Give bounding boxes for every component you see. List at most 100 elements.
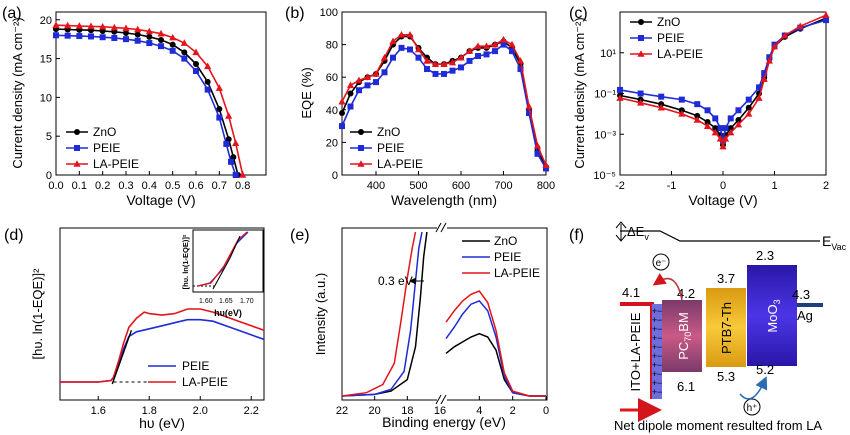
data-point-ZnO bbox=[694, 112, 701, 119]
legend-label-ZnO: ZnO bbox=[377, 125, 400, 139]
panel-c-legend: ZnO PEIE LA-PEIE bbox=[630, 15, 703, 61]
data-point-PEIE bbox=[500, 41, 507, 48]
data-point-PEIE bbox=[76, 33, 83, 40]
panel-f-caption: Net dipole moment resulted from LA bbox=[614, 418, 822, 433]
data-point-LA-PEIE bbox=[616, 94, 624, 101]
xtick-label: 400 bbox=[367, 180, 385, 192]
xtick-label: 0.0 bbox=[48, 180, 63, 192]
data-point-PEIE bbox=[373, 79, 379, 86]
panel-b-frame bbox=[341, 11, 547, 176]
data-point-LA-PEIE bbox=[727, 128, 735, 136]
data-point-LA-PEIE bbox=[215, 84, 223, 91]
xtick-label: 22 bbox=[336, 405, 348, 417]
data-point-LA-PEIE bbox=[721, 134, 730, 142]
data-point-PEIE bbox=[216, 114, 223, 121]
data-point-PEIE bbox=[745, 96, 752, 103]
data-point-ZnO bbox=[727, 125, 734, 132]
data-point-LA-PEIE bbox=[525, 102, 533, 110]
panel-d-series bbox=[60, 308, 265, 385]
data-point-PEIE bbox=[134, 37, 141, 44]
panel-d-xlabel: hυ (eV) bbox=[139, 415, 185, 431]
data-point-PEIE bbox=[483, 51, 490, 58]
data-point-PEIE bbox=[339, 123, 345, 130]
data-point-PEIE bbox=[204, 86, 211, 93]
data-point-PEIE bbox=[492, 48, 498, 55]
data-point-PEIE bbox=[727, 115, 734, 122]
legend-marker-ZnO bbox=[74, 129, 80, 135]
dipole-plus: + bbox=[652, 369, 657, 379]
panel-e: (e) 22 20 18 16 4 2 0 0.3 eV Binding energy (e… bbox=[290, 222, 549, 430]
data-point-ZnO bbox=[158, 36, 164, 43]
data-point-ZnO bbox=[193, 61, 199, 68]
data-point-PEIE bbox=[158, 43, 164, 50]
dipole-minus: − bbox=[657, 360, 662, 370]
data-point-LA-PEIE bbox=[414, 45, 423, 53]
data-point-ZnO bbox=[123, 29, 129, 36]
ptb7th-label: PTB7-Th bbox=[719, 302, 734, 354]
data-point-PEIE bbox=[228, 158, 234, 165]
inset-xtick-1: 1.60 bbox=[199, 298, 213, 305]
dipole-minus: − bbox=[657, 315, 662, 325]
electron-circle bbox=[652, 253, 670, 271]
ytick-label: 10⁻⁵ bbox=[593, 170, 616, 182]
data-point-PEIE bbox=[475, 53, 481, 60]
panel-b-xlabel: Wavelength (nm) bbox=[391, 192, 497, 208]
data-point-LA-PEIE bbox=[678, 110, 686, 117]
data-point-LA-PEIE bbox=[499, 35, 508, 43]
panel-e-xlabel: Binding energy (eV) bbox=[382, 414, 506, 430]
data-point-PEIE bbox=[543, 165, 549, 172]
data-point-PEIE bbox=[146, 40, 153, 47]
xtick-label: 1.6 bbox=[91, 405, 106, 417]
data-point-LA-PEIE bbox=[64, 21, 72, 29]
data-point-LA-PEIE bbox=[542, 161, 550, 169]
ytick-label: 100 bbox=[320, 7, 338, 19]
moo3-block bbox=[747, 265, 797, 366]
data-point-PEIE bbox=[398, 44, 405, 51]
data-point-LA-PEIE bbox=[363, 73, 372, 80]
series-vb-PEIE bbox=[445, 300, 546, 397]
data-point-LA-PEIE bbox=[225, 112, 233, 119]
electron-transfer-arrow bbox=[652, 273, 683, 301]
inset-fit-line bbox=[212, 235, 241, 290]
panel-d-legend: PEIE LA-PEIE bbox=[148, 359, 228, 389]
ptb7th-block bbox=[706, 288, 746, 367]
data-point-LA-PEIE bbox=[99, 22, 107, 30]
data-point-LA-PEIE bbox=[474, 42, 482, 50]
data-point-LA-PEIE bbox=[745, 110, 753, 117]
dipole-minus: − bbox=[657, 378, 662, 388]
dipole-minus: − bbox=[657, 306, 662, 316]
dipole-marks: + −+ −+ −+ −+ −+ −+ −+ −+ −+ − bbox=[652, 304, 662, 399]
data-point-LA-PEIE bbox=[87, 22, 95, 30]
xtick-label: 18 bbox=[401, 405, 413, 417]
data-point-PEIE bbox=[424, 66, 430, 73]
ytick-label: 0 bbox=[46, 170, 52, 182]
data-point-LA-PEIE bbox=[397, 31, 406, 38]
panel-f-energy-diagram: (f) ΔEv EVac 4.1 ITO+LA-PEIE + −+ −+ −+ −+ −+… bbox=[569, 221, 847, 433]
ptb7th-homo: 5.3 bbox=[717, 369, 735, 384]
data-point-PEIE bbox=[678, 96, 685, 103]
series-vb-ZnO bbox=[445, 332, 546, 397]
data-point-ZnO bbox=[134, 31, 141, 38]
xtick-label: 500 bbox=[409, 180, 427, 192]
data-point-LA-PEIE bbox=[192, 48, 200, 56]
data-point-PEIE bbox=[712, 115, 719, 122]
dipole-plus: + bbox=[652, 378, 657, 388]
hole-circle bbox=[743, 398, 761, 416]
data-point-PEIE bbox=[390, 54, 396, 61]
ag-label: Ag bbox=[797, 308, 813, 323]
panel-b-label: (b) bbox=[285, 5, 305, 22]
legend-label-PEIE: PEIE bbox=[657, 31, 684, 45]
legend-marker-PEIE bbox=[358, 145, 364, 151]
panel-c-ylabel: Current density (mA cm⁻²) bbox=[572, 17, 587, 168]
xtick-label: 0.3 bbox=[118, 180, 133, 192]
legend-marker-ZnO bbox=[638, 19, 644, 25]
data-point-PEIE bbox=[381, 69, 388, 76]
data-point-PEIE bbox=[347, 103, 354, 110]
xtick-label: 600 bbox=[452, 180, 470, 192]
data-point-LA-PEIE bbox=[346, 81, 355, 89]
data-point-PEIE bbox=[181, 55, 188, 62]
data-point-LA-PEIE bbox=[75, 22, 83, 29]
dipole-plus: + bbox=[652, 333, 657, 343]
panel-a-xlabel: Voltage (V) bbox=[126, 192, 195, 208]
panel-c: (c) -2 -1 0 1 2 10⁻⁵ 10⁻³ 10⁻¹ 10¹ Voltage (V) C… bbox=[569, 5, 830, 208]
